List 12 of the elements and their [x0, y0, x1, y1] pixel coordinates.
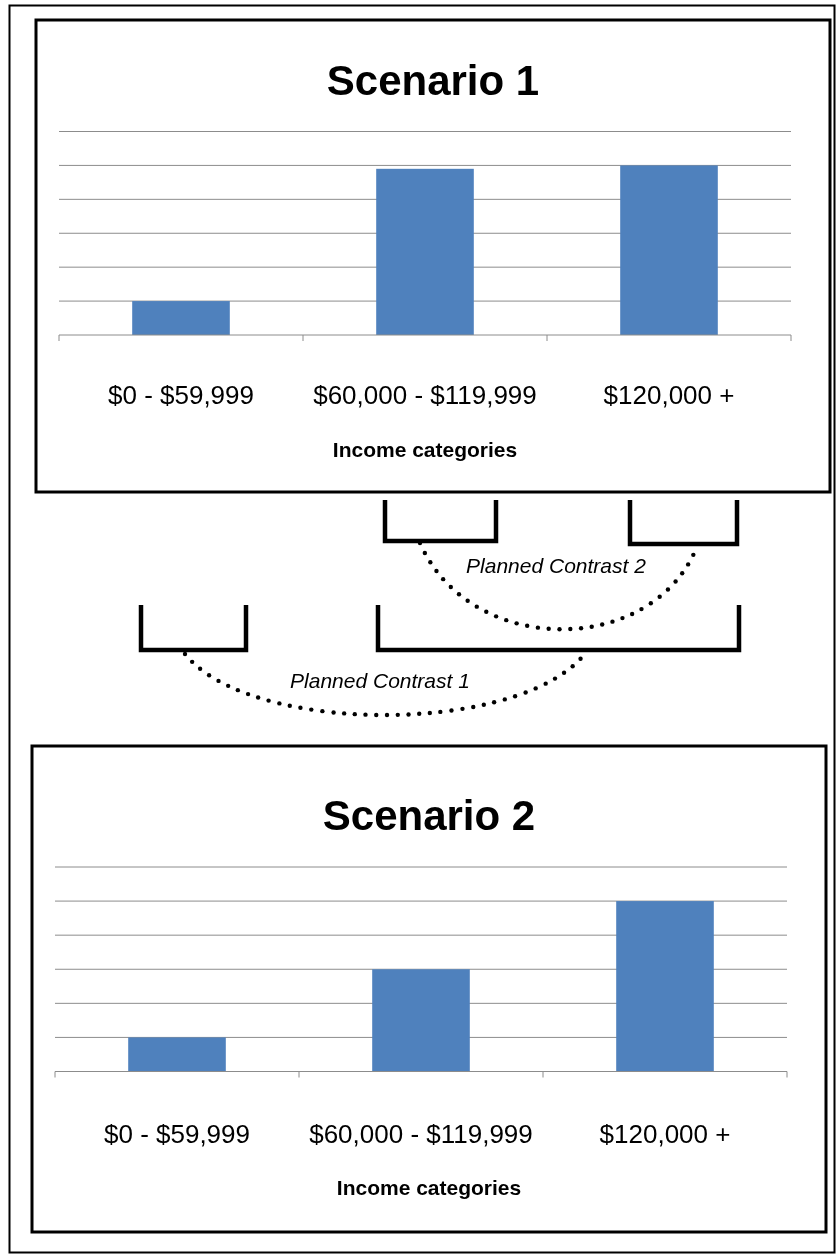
text: Planned Contrast 2 — [466, 554, 647, 577]
x-tick-label: $120,000 + — [599, 1119, 731, 1149]
x-axis-title: Income categories — [332, 438, 518, 461]
text: Planned Contrast 1 — [290, 669, 470, 692]
x-tick-label: $0 - $59,999 — [107, 380, 255, 410]
chart-title: Scenario 1 — [326, 57, 540, 104]
x-tick-label: $60,000 - $119,999 — [309, 1119, 533, 1149]
x-tick-label: $120,000 + — [603, 380, 735, 410]
x-tick-label: $60,000 - $119,999 — [313, 380, 537, 410]
x-axis-title: Income categories — [336, 1176, 522, 1199]
x-tick-label: $0 - $59,999 — [103, 1119, 251, 1149]
chart-title: Scenario 2 — [322, 792, 536, 839]
